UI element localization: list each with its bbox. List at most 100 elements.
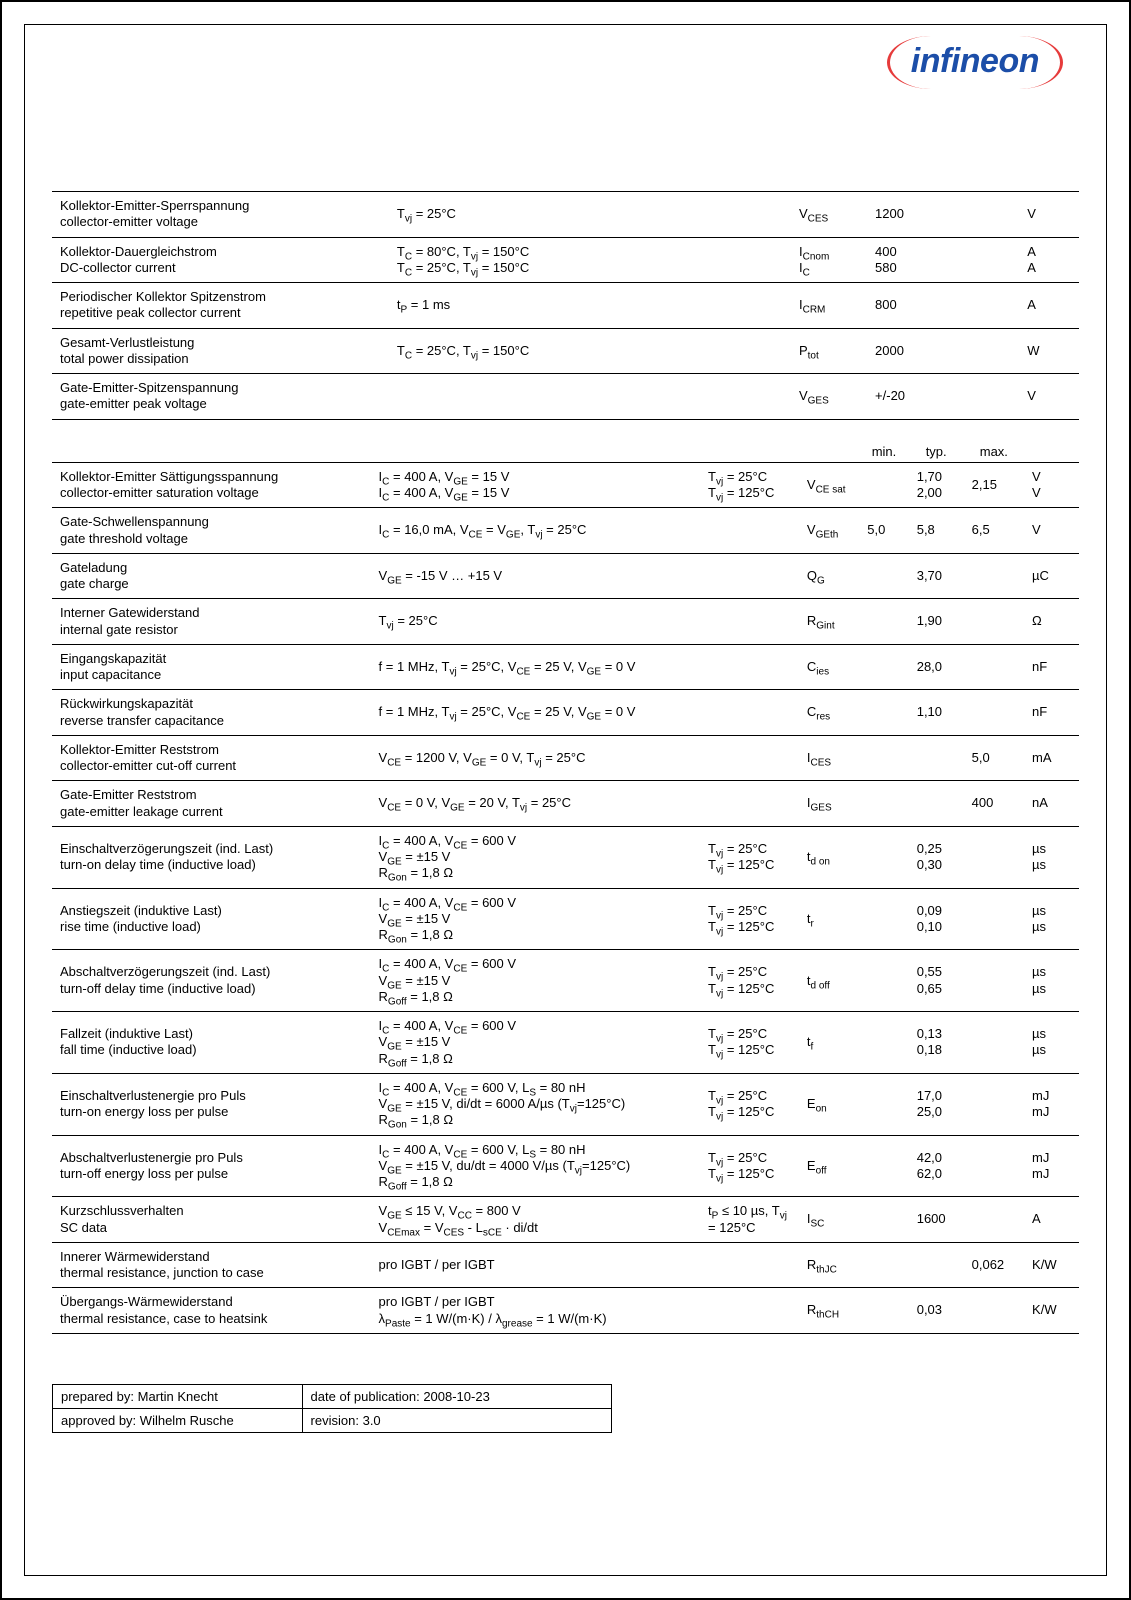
max-cell [964, 826, 1024, 888]
unit-cell: nF [1024, 690, 1079, 736]
symbol-cell: IGES [799, 781, 859, 827]
revision-cell: revision: 3.0 [302, 1408, 611, 1432]
infineon-logo: infineon [911, 42, 1039, 81]
logo-wrap: infineon [52, 42, 1079, 81]
typ-cell: 42,062,0 [909, 1135, 964, 1197]
value-cell: +/-20 [867, 374, 1019, 420]
min-cell [859, 462, 908, 508]
table-row: Gesamt-Verlustleistungtotal power dissip… [52, 328, 1079, 374]
characteristics-table: min. typ. max. Kollektor-Emitter Sättigu… [52, 442, 1079, 1334]
param-cell: KurzschlussverhaltenSC data [52, 1197, 371, 1243]
table-row: Periodischer Kollektor Spitzenstromrepet… [52, 283, 1079, 329]
revision-label: revision: [311, 1413, 359, 1428]
condition-cell: IC = 400 A, VCE = 600 VVGE = ±15 VRGoff … [371, 1012, 701, 1074]
condition-cell: IC = 400 A, VCE = 600 VVGE = ±15 VRGoff … [371, 950, 701, 1012]
param-cell: Anstiegszeit (induktive Last)rise time (… [52, 888, 371, 950]
param-cell: Gate-Schwellenspannunggate threshold vol… [52, 508, 371, 554]
prepared-by-cell: prepared by: Martin Knecht [53, 1384, 303, 1408]
value-cell: 400580 [867, 237, 1019, 283]
min-cell [859, 1242, 908, 1288]
temp-cell: Tvj = 25°CTvj = 125°C [700, 888, 799, 950]
approved-value: Wilhelm Rusche [140, 1413, 234, 1428]
symbol-cell: ICES [799, 735, 859, 781]
prepared-label: prepared by: [61, 1389, 134, 1404]
symbol-cell: VGES [791, 374, 867, 420]
symbol-cell: ICnomIC [791, 237, 867, 283]
max-cell [964, 1288, 1024, 1334]
param-cell: Innerer Wärmewiderstandthermal resistanc… [52, 1242, 371, 1288]
unit-cell: µsµs [1024, 888, 1079, 950]
table-row: Einschaltverzögerungszeit (ind. Last)tur… [52, 826, 1079, 888]
condition-cell: tP = 1 ms [389, 283, 791, 329]
temp-cell [700, 1242, 799, 1288]
temp-cell [700, 599, 799, 645]
min-cell [859, 781, 908, 827]
temp-cell: Tvj = 25°CTvj = 125°C [700, 1135, 799, 1197]
min-cell [859, 1073, 908, 1135]
min-cell [859, 553, 908, 599]
col-typ-header: typ. [909, 442, 964, 463]
typ-cell: 5,8 [909, 508, 964, 554]
param-cell: Gateladunggate charge [52, 553, 371, 599]
min-cell: 5,0 [859, 508, 908, 554]
table-row: Kollektor-DauergleichstromDC-collector c… [52, 237, 1079, 283]
temp-cell [700, 1288, 799, 1334]
temp-cell [700, 781, 799, 827]
min-cell [859, 1012, 908, 1074]
table-row: Innerer Wärmewiderstandthermal resistanc… [52, 1242, 1079, 1288]
param-cell: Kollektor-Emitter Sättigungsspannungcoll… [52, 462, 371, 508]
max-cell [964, 644, 1024, 690]
typ-cell [909, 781, 964, 827]
condition-cell: IC = 400 A, VCE = 600 V, LS = 80 nHVGE =… [371, 1073, 701, 1135]
max-cell [964, 553, 1024, 599]
table-row: Interner Gatewiderstandinternal gate res… [52, 599, 1079, 645]
min-cell [859, 735, 908, 781]
condition-cell: VGE = -15 V … +15 V [371, 553, 701, 599]
typ-cell: 0,250,30 [909, 826, 964, 888]
max-cell [964, 888, 1024, 950]
condition-cell: f = 1 MHz, Tvj = 25°C, VCE = 25 V, VGE =… [371, 690, 701, 736]
revision-value: 3.0 [363, 1413, 381, 1428]
approved-row: approved by: Wilhelm Rusche revision: 3.… [53, 1408, 612, 1432]
prepared-row: prepared by: Martin Knecht date of publi… [53, 1384, 612, 1408]
min-cell [859, 599, 908, 645]
param-cell: Einschaltverzögerungszeit (ind. Last)tur… [52, 826, 371, 888]
pubdate-cell: date of publication: 2008-10-23 [302, 1384, 611, 1408]
approved-label: approved by: [61, 1413, 136, 1428]
max-cell [964, 1012, 1024, 1074]
max-cell: 0,062 [964, 1242, 1024, 1288]
max-cell [964, 599, 1024, 645]
max-cell [964, 950, 1024, 1012]
param-cell: Gate-Emitter-Spitzenspannunggate-emitter… [52, 374, 389, 420]
temp-cell [700, 644, 799, 690]
symbol-cell: Ptot [791, 328, 867, 374]
temp-cell: Tvj = 25°CTvj = 125°C [700, 826, 799, 888]
absolute-max-ratings-table: Kollektor-Emitter-Sperrspannungcollector… [52, 191, 1079, 420]
typ-cell [909, 735, 964, 781]
table-row: Rückwirkungskapazitätreverse transfer ca… [52, 690, 1079, 736]
min-cell [859, 888, 908, 950]
symbol-cell: td off [799, 950, 859, 1012]
param-cell: Übergangs-Wärmewiderstandthermal resista… [52, 1288, 371, 1334]
param-cell: Rückwirkungskapazitätreverse transfer ca… [52, 690, 371, 736]
table-row: Kollektor-Emitter Reststromcollector-emi… [52, 735, 1079, 781]
min-cell [859, 1288, 908, 1334]
unit-cell: nA [1024, 781, 1079, 827]
param-cell: Gate-Emitter Reststromgate-emitter leaka… [52, 781, 371, 827]
table-row: Gate-Emitter Reststromgate-emitter leaka… [52, 781, 1079, 827]
temp-cell: tP ≤ 10 µs, Tvj = 125°C [700, 1197, 799, 1243]
unit-cell: V [1019, 192, 1079, 238]
condition-cell: f = 1 MHz, Tvj = 25°C, VCE = 25 V, VGE =… [371, 644, 701, 690]
table-row: Fallzeit (induktive Last)fall time (indu… [52, 1012, 1079, 1074]
unit-cell: V [1019, 374, 1079, 420]
symbol-cell: VGEth [799, 508, 859, 554]
condition-cell: IC = 400 A, VCE = 600 VVGE = ±15 VRGon =… [371, 826, 701, 888]
condition-cell: Tvj = 25°C [389, 192, 791, 238]
typ-cell: 1,702,00 [909, 462, 964, 508]
unit-cell: mA [1024, 735, 1079, 781]
max-cell [964, 1135, 1024, 1197]
max-cell [964, 1197, 1024, 1243]
condition-cell: VCE = 1200 V, VGE = 0 V, Tvj = 25°C [371, 735, 701, 781]
unit-cell: mJmJ [1024, 1135, 1079, 1197]
symbol-cell: VCE sat [799, 462, 859, 508]
